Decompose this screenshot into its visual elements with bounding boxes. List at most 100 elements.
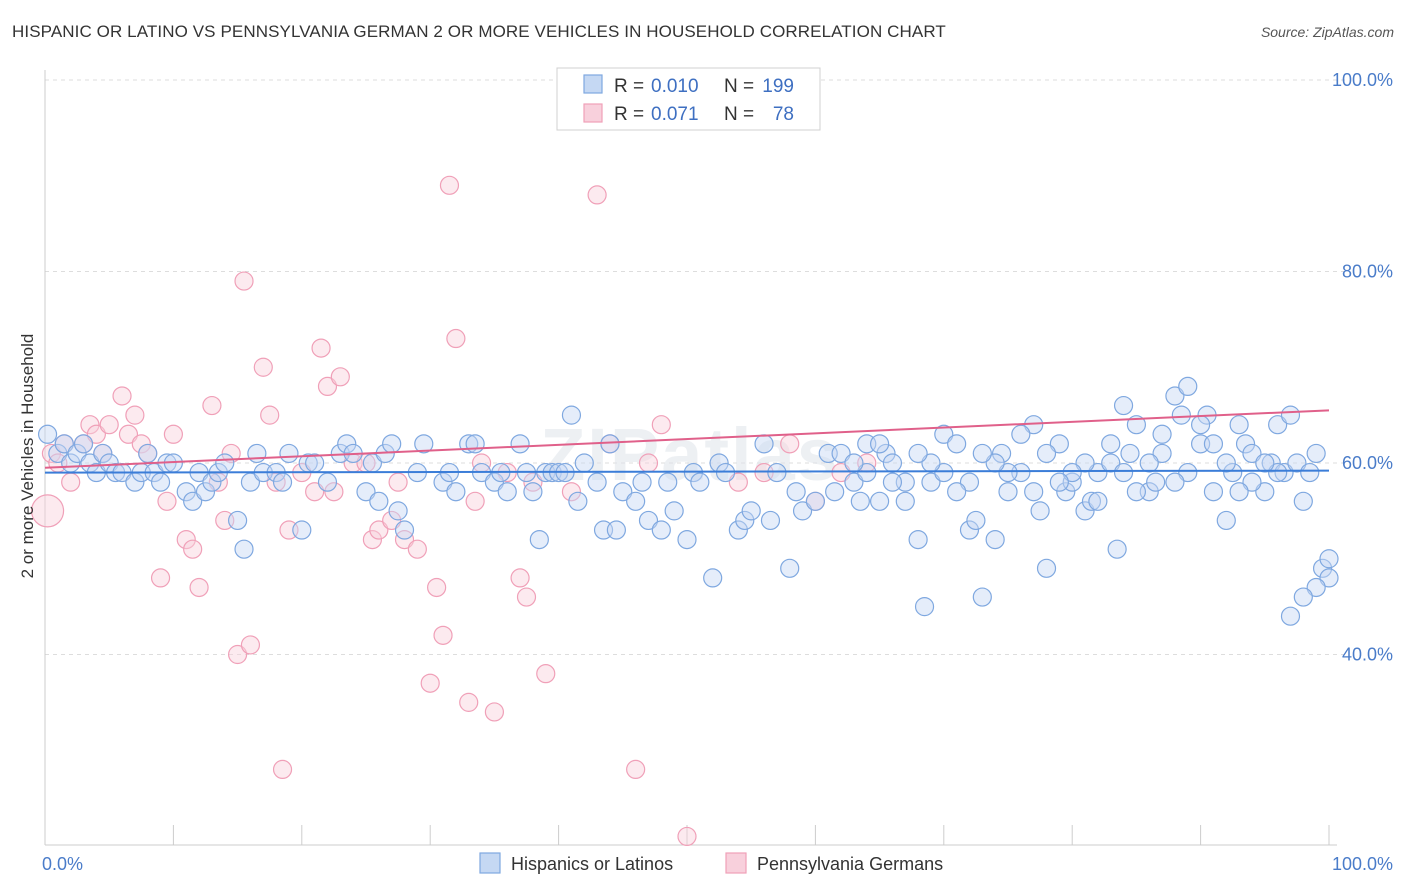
hispanic-point-151 (1280, 405, 1301, 425)
hispanic-point-176 (1088, 491, 1108, 511)
hispanic-point-70 (587, 472, 607, 492)
pennsylvania-point-47 (420, 673, 440, 693)
hispanic-point-58 (497, 482, 517, 502)
hispanic-point-150 (1274, 462, 1294, 483)
hispanic-point-22 (195, 482, 216, 502)
legend-r-value-1: 0.010 (651, 76, 699, 97)
hispanic-point-166 (1216, 453, 1236, 473)
hispanic-point-180 (1036, 443, 1057, 464)
hispanic-point-191 (895, 491, 915, 511)
hispanic-point-154 (1300, 462, 1320, 483)
hispanic-point-185 (972, 443, 992, 464)
legend-r-label-2: R = (614, 104, 644, 125)
hispanic-point-83 (690, 472, 710, 492)
hispanic-point-113 (966, 510, 986, 531)
x-tick-label-1: 100.0% (1332, 854, 1393, 874)
hispanic-point-163 (1255, 453, 1275, 473)
hispanic-point-32 (272, 472, 293, 492)
trend-lines (44, 409, 1330, 474)
hispanic-point-103 (869, 491, 890, 511)
hispanic-point-126 (1081, 491, 1102, 511)
pennsylvania-point-74 (831, 462, 851, 483)
hispanic-point-172 (1139, 453, 1159, 473)
series-legend: Hispanics or Latinos Pennsylvania German… (479, 852, 943, 874)
hispanic-point-161 (1280, 606, 1301, 626)
hispanic-point-37 (317, 472, 338, 492)
hispanic-point-74 (613, 482, 633, 502)
pennsylvania-point-60 (536, 664, 556, 684)
hispanic-point-91 (760, 510, 781, 531)
pennsylvania-point-20 (189, 577, 209, 598)
hispanic-point-145 (1235, 434, 1256, 454)
chart-title: HISPANIC OR LATINO VS PENNSYLVANIA GERMA… (12, 22, 946, 41)
bottom-legend-label-pennsylvania: Pennsylvania Germans (757, 854, 943, 874)
hispanic-point-112 (959, 520, 980, 540)
hispanic-point-134 (1146, 472, 1166, 492)
hispanic-point-157 (1319, 549, 1339, 569)
hispanic-point-75 (626, 491, 646, 511)
hispanic-point-123 (1056, 482, 1076, 502)
hispanic-point-33 (279, 443, 299, 464)
pennsylvania-point-10 (112, 386, 132, 406)
hispanic-point-1 (48, 443, 68, 464)
legend-r-label-1: R = (614, 76, 644, 97)
watermark: ZIPatlas (540, 413, 840, 496)
pennsylvania-point-21 (202, 395, 222, 416)
hispanic-point-50 (433, 472, 453, 492)
pennsylvania-point-19 (183, 539, 203, 559)
pennsylvania-point-15 (150, 568, 171, 588)
hispanic-point-171 (1152, 424, 1172, 444)
legend-n-label-2: N = (724, 104, 754, 125)
hispanic-trend-line (44, 469, 1330, 474)
pennsylvania-point-27 (240, 635, 261, 655)
hispanic-point-80 (664, 501, 684, 521)
hispanic-point-190 (908, 443, 928, 464)
hispanic-point-183 (998, 462, 1018, 483)
pennsylvania-point-25 (228, 644, 248, 665)
hispanic-point-132 (1126, 415, 1147, 435)
hispanic-point-90 (754, 434, 774, 454)
hispanic-point-93 (780, 558, 800, 578)
hispanic-point-92 (767, 462, 787, 483)
hispanic-point-147 (1255, 482, 1275, 502)
hispanic-point-27 (234, 539, 254, 559)
hispanic-point-96 (805, 491, 826, 511)
hispanic-point-188 (934, 462, 954, 483)
pennsylvania-point-57 (510, 568, 530, 588)
hispanic-point-62 (529, 529, 549, 550)
hispanic-point-2 (54, 434, 74, 454)
hispanic-point-136 (1165, 386, 1185, 406)
pennsylvania-point-31 (272, 759, 293, 780)
hispanic-point-192 (882, 472, 903, 492)
hispanic-point-159 (1306, 577, 1326, 598)
hispanic-point-178 (1062, 462, 1082, 483)
pennsylvania-point-24 (221, 443, 241, 464)
pennsylvania-point-12 (125, 405, 145, 425)
hispanic-point-76 (632, 472, 652, 492)
pennsylvania-point-16 (157, 491, 177, 511)
hispanic-point-141 (1203, 482, 1224, 502)
pennsylvania-point-28 (253, 357, 273, 377)
hispanic-point-182 (1011, 424, 1031, 444)
hispanic-point-95 (792, 501, 813, 521)
pennsylvania-point-52 (459, 692, 479, 712)
hispanic-point-26 (228, 510, 248, 531)
y-tick-label-3: 40.0% (1342, 645, 1393, 665)
pennsylvania-point-42 (369, 520, 389, 540)
hispanic-point-194 (857, 462, 877, 483)
hispanic-point-168 (1190, 415, 1211, 435)
hispanic-point-14 (138, 443, 158, 464)
hispanic-point-175 (1101, 434, 1121, 454)
hispanic-point-149 (1268, 415, 1288, 435)
hispanic-point-87 (728, 520, 748, 540)
hispanic-point-135 (1152, 443, 1172, 464)
hispanic-point-181 (1024, 482, 1044, 502)
hispanic-point-152 (1287, 453, 1307, 473)
pennsylvania-point-61 (561, 482, 582, 502)
pennsylvania-point-43 (382, 510, 402, 531)
hispanic-point-128 (1101, 453, 1121, 473)
hispanic-point-20 (183, 491, 203, 511)
hispanic-point-127 (1088, 462, 1108, 483)
pennsylvania-point-9 (99, 415, 119, 435)
